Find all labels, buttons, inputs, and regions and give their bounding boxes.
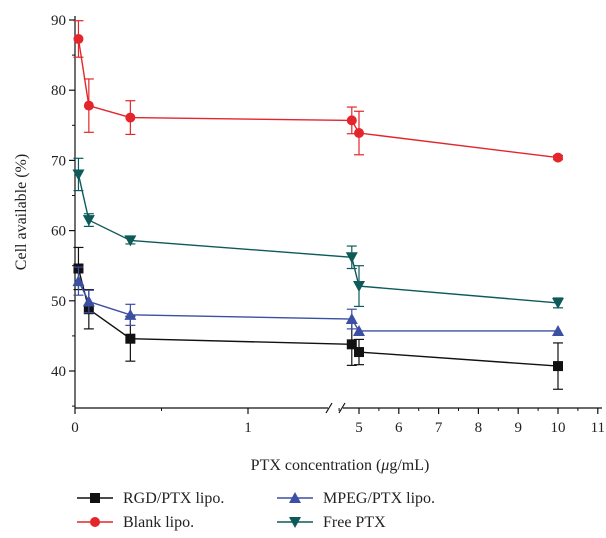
series-mpeg-ptx-lipo (72, 266, 564, 336)
data-point (353, 324, 365, 336)
y-tick-label: 50 (51, 294, 66, 310)
legend-marker (289, 517, 301, 528)
x-tick-label: 10 (551, 420, 566, 436)
data-point (125, 112, 136, 123)
y-tick-label: 40 (51, 364, 66, 380)
legend-marker (289, 492, 301, 503)
data-point (353, 281, 365, 293)
series-line (77, 38, 559, 159)
data-point (354, 128, 364, 139)
series-line (77, 268, 559, 367)
series-free-ptx (72, 157, 564, 309)
legend-entry: Blank lipo. (77, 514, 194, 531)
legend-label: Blank lipo. (123, 514, 194, 531)
x-axis-title: PTX concentration (μg/mL) (251, 457, 430, 474)
x-axis-title-part-1: PTX concentration ( (251, 457, 382, 474)
data-point (553, 361, 563, 372)
data-point (124, 235, 137, 247)
legend: RGD/PTX lipo. Blank lipo. MPEG/PTX lipo. Fr… (77, 490, 435, 531)
data-point (73, 33, 84, 44)
x-tick-label: 0 (71, 420, 79, 436)
legend-marker (90, 493, 100, 503)
data-point (345, 313, 358, 325)
legend-marker (90, 517, 100, 527)
x-tick-label: 7 (435, 420, 443, 436)
x-tick-label: 6 (395, 420, 403, 436)
data-point (354, 347, 364, 358)
data-point (552, 324, 564, 336)
axes: 40 50 60 70 80 90 0 1 5 6 7 8 9 10 11 (51, 13, 605, 436)
data-point (125, 333, 136, 344)
legend-label: MPEG/PTX lipo. (323, 490, 435, 507)
y-tick-label: 80 (51, 83, 66, 99)
y-tick-label: 70 (51, 153, 66, 169)
x-axis-title-part-2: g/mL) (389, 457, 429, 474)
data-point (83, 100, 94, 111)
series-line (77, 280, 558, 332)
data-point (82, 295, 95, 307)
series-line (77, 174, 559, 304)
data-point (346, 339, 357, 350)
series-layer (72, 20, 564, 390)
legend-entry: RGD/PTX lipo. (77, 490, 224, 507)
legend-label: RGD/PTX lipo. (123, 490, 224, 507)
series-blank-lipo (73, 20, 563, 163)
x-tick-label: 1 (244, 420, 252, 436)
y-axis-title: Cell available (%) (13, 154, 30, 270)
data-point (72, 169, 85, 181)
y-tick-label: 90 (51, 13, 66, 29)
x-tick-label: 5 (355, 420, 363, 436)
x-axis-title-mu: μ (380, 457, 389, 474)
y-tick-label: 60 (51, 224, 66, 240)
legend-entry: Free PTX (277, 514, 386, 531)
data-point (82, 215, 95, 227)
data-point (345, 252, 358, 264)
data-point (72, 275, 85, 287)
legend-label: Free PTX (323, 514, 386, 531)
data-point (553, 152, 563, 163)
data-point (552, 297, 564, 309)
legend-entry: MPEG/PTX lipo. (277, 490, 435, 507)
data-point (124, 308, 137, 320)
x-tick-label: 9 (514, 420, 522, 436)
data-point (346, 115, 357, 126)
x-tick-label: 8 (475, 420, 483, 436)
x-axis-break-mark (325, 402, 333, 414)
x-axis-break-mark (338, 402, 346, 414)
x-tick-label: 11 (591, 420, 605, 436)
